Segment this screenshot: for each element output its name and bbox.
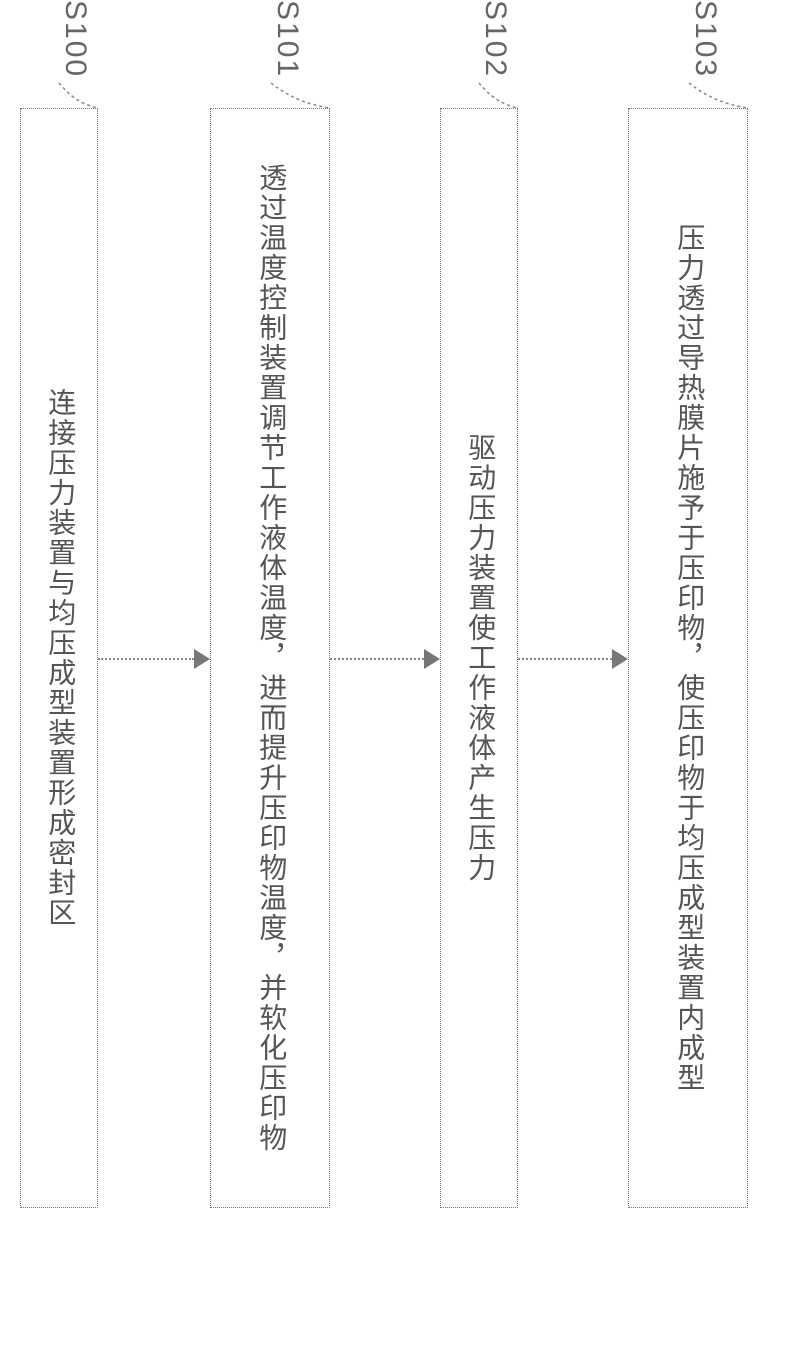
step-label-s102: S102: [478, 0, 512, 78]
leader-s103: [688, 82, 752, 112]
arrowhead-3: [612, 649, 628, 669]
step-label-s101: S101: [270, 0, 304, 78]
step-text-s103: 压力透过导热膜片施予于压印物，使压印物于均压成型装置内成型: [663, 211, 713, 1105]
leader-s100: [58, 82, 102, 112]
step-label-s103: S103: [688, 0, 722, 78]
step-text-s100: 连接压力装置与均压成型装置形成密封区: [34, 376, 84, 940]
step-box-s102: 驱动压力装置使工作液体产生压力: [440, 108, 518, 1208]
leader-s102: [478, 82, 522, 112]
arrowhead-1: [194, 649, 210, 669]
flowchart-canvas: 连接压力装置与均压成型装置形成密封区 S100 透过温度控制装置调节工作液体温度…: [0, 0, 800, 1354]
step-box-s101: 透过温度控制装置调节工作液体温度，进而提升压印物温度，并软化压印物: [210, 108, 330, 1208]
leader-s101: [270, 82, 334, 112]
arrowhead-2: [424, 649, 440, 669]
step-text-s102: 驱动压力装置使工作液体产生压力: [454, 421, 504, 895]
step-box-s100: 连接压力装置与均压成型装置形成密封区: [20, 108, 98, 1208]
step-label-s100: S100: [58, 0, 92, 78]
step-box-s103: 压力透过导热膜片施予于压印物，使压印物于均压成型装置内成型: [628, 108, 748, 1208]
step-text-s101: 透过温度控制装置调节工作液体温度，进而提升压印物温度，并软化压印物: [245, 151, 295, 1165]
